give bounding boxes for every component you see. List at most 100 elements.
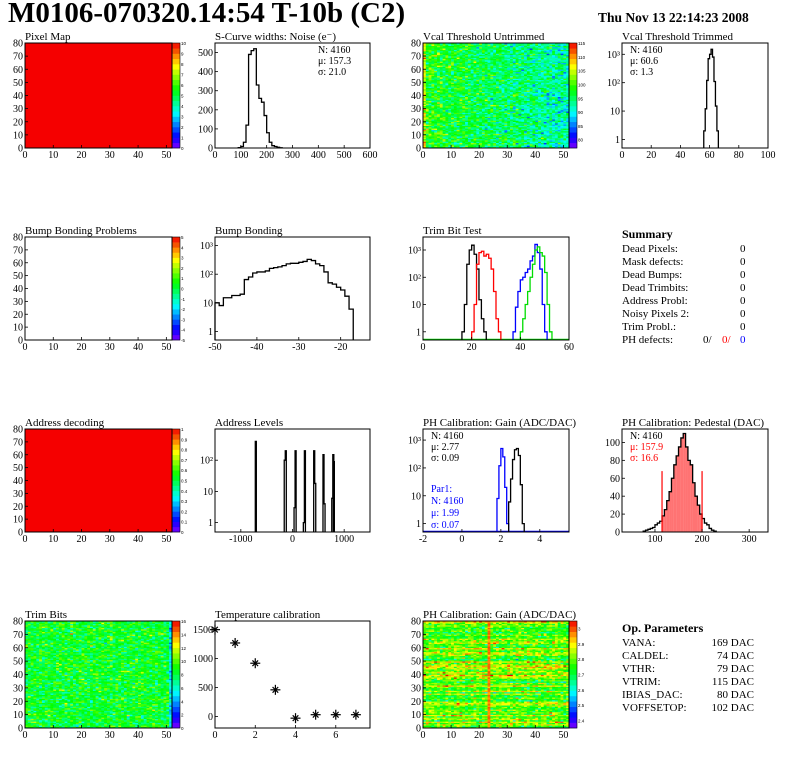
heatmap-cell — [524, 132, 528, 134]
heatmap-cell — [552, 134, 556, 137]
heatmap-cell — [515, 138, 519, 141]
heatmap-cell — [481, 81, 486, 83]
heatmap-cell — [462, 138, 466, 141]
heatmap-cell — [425, 136, 429, 138]
heatmap-cells — [25, 429, 172, 532]
heatmap-cell — [428, 121, 432, 124]
heatmap-cell — [33, 710, 37, 713]
heatmap-cell — [425, 137, 429, 140]
heatmap-cell — [490, 74, 494, 77]
heatmap-cell — [425, 133, 429, 136]
heatmap-cell — [36, 678, 40, 681]
heatmap-cell — [462, 136, 466, 138]
heatmap-cell — [428, 66, 432, 69]
heatmap-cell — [27, 646, 31, 649]
heatmap-cell — [526, 119, 530, 121]
heatmap-cell — [423, 86, 427, 88]
heatmap-cell — [27, 706, 31, 709]
heatmap-cell — [552, 65, 556, 67]
heatmap-cell — [473, 62, 477, 65]
heatmap-cell — [487, 140, 491, 142]
heatmap-cell — [538, 82, 542, 84]
heatmap-cell — [479, 62, 483, 65]
heatmap-cell — [462, 58, 466, 61]
heatmap-cell — [442, 79, 446, 82]
heatmap-cell — [501, 49, 505, 52]
heatmap-cell — [25, 683, 29, 686]
heatmap-cell — [25, 638, 29, 641]
heatmap-cell — [540, 91, 545, 94]
heatmap-cell — [467, 124, 472, 126]
heatmap-cell — [538, 119, 542, 121]
heatmap-cell — [451, 50, 455, 53]
heatmap-cell — [30, 694, 34, 697]
heatmap-cell — [538, 104, 542, 107]
heatmap-cell — [25, 645, 29, 647]
heatmap-cell — [470, 137, 474, 140]
heatmap-cell — [459, 46, 463, 49]
heatmap-cell — [30, 627, 34, 630]
heatmap-cell — [27, 713, 31, 715]
heatmap-cell — [470, 85, 474, 87]
heatmap-cell — [512, 79, 516, 82]
heatmap-cell — [445, 146, 449, 149]
heatmap-cell — [445, 66, 449, 69]
heatmap-cell — [451, 117, 455, 120]
heatmap-cell — [476, 144, 480, 146]
heatmap-cell — [33, 725, 37, 727]
heatmap-cell — [456, 145, 460, 147]
heatmap-cell — [439, 130, 443, 133]
heatmap-cell — [428, 44, 432, 46]
heatmap-cell — [549, 75, 553, 78]
heatmap-cell — [538, 129, 542, 132]
y-tick-label: 80 — [610, 456, 620, 467]
heatmap-cell — [487, 48, 491, 50]
heatmap-cell — [521, 81, 525, 83]
heatmap-cell — [563, 91, 567, 94]
heatmap-cell — [518, 132, 522, 134]
heatmap-cell — [535, 117, 539, 120]
heatmap-cell — [549, 77, 553, 79]
heatmap-cell — [554, 56, 559, 58]
heatmap-cell — [535, 79, 539, 82]
heatmap-cell — [33, 643, 37, 646]
heatmap-cell — [521, 67, 525, 70]
heatmap-cell — [484, 106, 488, 108]
heatmap-cell — [33, 683, 37, 686]
heatmap-cell — [33, 691, 37, 694]
heatmap-cell — [425, 100, 429, 103]
heatmap-cell — [560, 85, 564, 87]
heatmap-cell — [451, 66, 455, 69]
heatmap-cell — [27, 682, 31, 685]
heatmap-cell — [479, 52, 483, 54]
heatmap-cell — [515, 146, 519, 149]
heatmap-cell — [493, 62, 497, 65]
y-tick-label: 10² — [408, 273, 421, 284]
heatmap-cell — [453, 74, 457, 77]
heatmap-cell — [36, 693, 40, 695]
heatmap-cell — [479, 136, 483, 138]
heatmap-cell — [462, 73, 466, 75]
plot-frame — [422, 428, 570, 533]
heatmap-cell — [36, 717, 40, 719]
heatmap-cell — [540, 69, 545, 71]
heatmap-cell — [560, 119, 564, 121]
heatmap-cell — [473, 66, 477, 69]
heatmap-cell — [459, 87, 463, 90]
heatmap-cell — [526, 81, 530, 83]
heatmap-cell — [524, 145, 528, 147]
heatmap-cell — [529, 91, 533, 94]
heatmap-cell — [504, 130, 508, 133]
heatmap-cell — [27, 622, 31, 624]
heatmap-cell — [501, 81, 505, 83]
heatmap-cell — [507, 91, 511, 94]
heatmap-cell — [431, 62, 435, 65]
heatmap-cell — [540, 92, 545, 95]
heatmap-cell — [493, 124, 497, 126]
color-scale-band — [172, 449, 180, 456]
heatmap-cell — [554, 71, 559, 74]
heatmap-cell — [507, 109, 511, 112]
heatmap-cell — [557, 115, 561, 117]
heatmap-cell — [554, 85, 559, 87]
heatmap-cell — [445, 144, 449, 146]
